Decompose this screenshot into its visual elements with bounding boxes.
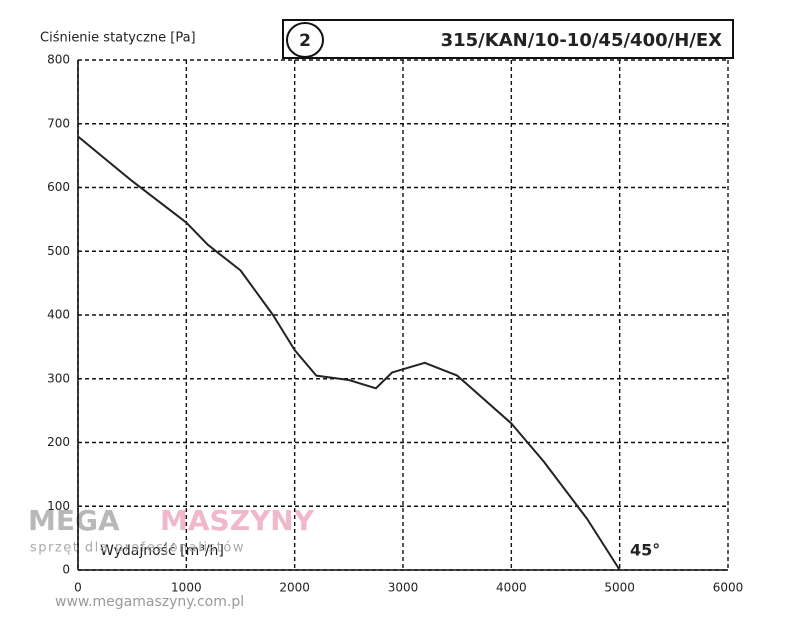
- chart-title: 315/KAN/10-10/45/400/H/EX: [441, 30, 723, 51]
- y-tick-label: 300: [47, 371, 70, 385]
- y-tick-label: 100: [47, 499, 70, 513]
- watermark-brand: MEGA: [28, 504, 120, 537]
- x-tick-label: 5000: [604, 581, 635, 595]
- x-tick-label: 6000: [713, 581, 744, 595]
- annotation: 45°: [630, 541, 660, 560]
- y-axis-label: Ciśnienie statyczne [Pa]: [40, 31, 196, 46]
- watermark-url: www.megamaszyny.com.pl: [55, 594, 244, 610]
- x-tick-label: 0: [74, 581, 82, 595]
- curve: [77, 135, 621, 571]
- y-tick-label: 200: [47, 435, 70, 449]
- y-tick-label: 700: [47, 116, 70, 130]
- x-axis-label: Wydajność [m³/h]: [100, 543, 224, 559]
- x-tick-label: 1000: [171, 581, 202, 595]
- badge: 2: [299, 31, 311, 51]
- x-tick-label: 2000: [279, 581, 310, 595]
- badge-circle: [286, 22, 324, 58]
- x-tick-label: 3000: [388, 581, 419, 595]
- x-tick-label: 4000: [496, 581, 527, 595]
- watermark-tagline: sprzęt dla profesjonalistów: [30, 541, 245, 556]
- y-tick-label: 0: [62, 563, 70, 577]
- watermark-brand: MASZYNY: [160, 504, 315, 537]
- y-tick-label: 400: [47, 308, 70, 322]
- y-tick-label: 600: [47, 180, 70, 194]
- y-tick-label: 500: [47, 244, 70, 258]
- y-tick-label: 800: [47, 53, 70, 67]
- title-box: [282, 19, 734, 59]
